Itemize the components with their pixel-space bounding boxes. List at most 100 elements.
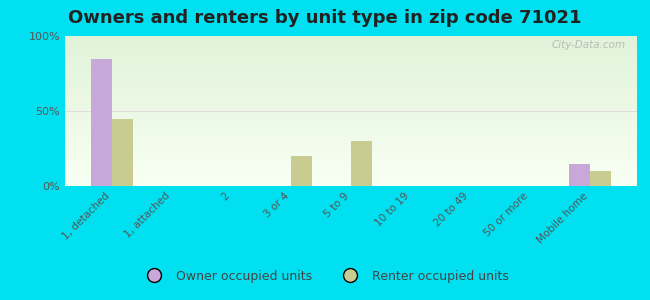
Bar xyxy=(65,118,637,120)
Bar xyxy=(65,177,637,178)
Bar xyxy=(65,78,637,80)
Bar xyxy=(65,57,637,58)
Bar xyxy=(65,142,637,144)
Bar xyxy=(65,134,637,135)
Bar xyxy=(65,88,637,90)
Bar xyxy=(65,98,637,99)
Bar xyxy=(65,160,637,162)
Bar xyxy=(65,136,637,138)
Bar xyxy=(65,60,637,61)
Bar xyxy=(65,69,637,70)
Bar xyxy=(65,124,637,126)
Bar xyxy=(65,36,637,38)
Bar xyxy=(65,183,637,184)
Bar xyxy=(65,123,637,124)
Bar xyxy=(65,176,637,177)
Bar xyxy=(65,150,637,152)
Bar xyxy=(65,159,637,160)
Bar xyxy=(65,90,637,92)
Bar xyxy=(65,81,637,82)
Bar xyxy=(351,141,372,186)
Text: City-Data.com: City-Data.com xyxy=(551,40,625,50)
Bar xyxy=(65,50,637,51)
Bar xyxy=(65,172,637,174)
Bar xyxy=(65,117,637,118)
Bar xyxy=(65,135,637,136)
Bar xyxy=(65,178,637,180)
Bar xyxy=(65,152,637,153)
Bar xyxy=(65,100,637,102)
Bar xyxy=(65,158,637,159)
Bar xyxy=(65,182,637,183)
Bar xyxy=(65,48,637,50)
Bar xyxy=(65,105,637,106)
Bar xyxy=(65,64,637,66)
Bar xyxy=(65,99,637,100)
Bar xyxy=(65,129,637,130)
Bar xyxy=(65,112,637,114)
Bar xyxy=(65,111,637,112)
Bar xyxy=(590,171,611,186)
Bar xyxy=(65,52,637,54)
Bar xyxy=(65,164,637,165)
Bar xyxy=(65,80,637,81)
Bar xyxy=(291,156,312,186)
Bar xyxy=(65,68,637,69)
Legend: Owner occupied units, Renter occupied units: Owner occupied units, Renter occupied un… xyxy=(136,265,514,288)
Bar xyxy=(112,118,133,186)
Bar xyxy=(65,66,637,68)
Bar xyxy=(65,82,637,84)
Bar xyxy=(65,128,637,129)
Bar xyxy=(65,122,637,123)
Bar xyxy=(65,138,637,140)
Bar xyxy=(65,108,637,110)
Bar xyxy=(65,84,637,86)
Bar xyxy=(65,74,637,75)
Bar xyxy=(65,46,637,48)
Bar xyxy=(65,75,637,76)
Bar xyxy=(65,148,637,150)
Bar xyxy=(65,58,637,60)
Bar xyxy=(65,87,637,88)
Bar xyxy=(65,167,637,168)
Bar xyxy=(91,58,112,186)
Bar xyxy=(65,130,637,132)
Bar xyxy=(65,153,637,154)
Bar xyxy=(65,162,637,164)
Bar xyxy=(65,38,637,39)
Bar xyxy=(65,56,637,57)
Bar xyxy=(65,114,637,116)
Bar xyxy=(65,140,637,141)
Bar xyxy=(65,146,637,147)
Bar xyxy=(65,169,637,171)
Bar xyxy=(65,120,637,122)
Bar xyxy=(65,96,637,98)
Bar xyxy=(65,103,637,105)
Bar xyxy=(65,63,637,64)
Bar xyxy=(65,184,637,186)
Bar xyxy=(65,70,637,72)
Bar xyxy=(65,106,637,108)
Bar xyxy=(65,44,637,45)
Bar xyxy=(65,144,637,146)
Bar xyxy=(65,165,637,166)
Bar xyxy=(65,126,637,128)
Bar xyxy=(65,92,637,93)
Bar xyxy=(65,174,637,176)
Bar xyxy=(65,180,637,182)
Bar xyxy=(65,132,637,134)
Bar xyxy=(65,171,637,172)
Bar xyxy=(65,147,637,148)
Bar xyxy=(569,164,590,186)
Bar xyxy=(65,42,637,44)
Text: Owners and renters by unit type in zip code 71021: Owners and renters by unit type in zip c… xyxy=(68,9,582,27)
Bar xyxy=(65,76,637,78)
Bar xyxy=(65,45,637,46)
Bar xyxy=(65,94,637,96)
Bar xyxy=(65,102,637,104)
Bar xyxy=(65,85,637,87)
Bar xyxy=(65,168,637,170)
Bar xyxy=(65,93,637,94)
Bar xyxy=(65,54,637,56)
Bar xyxy=(65,40,637,42)
